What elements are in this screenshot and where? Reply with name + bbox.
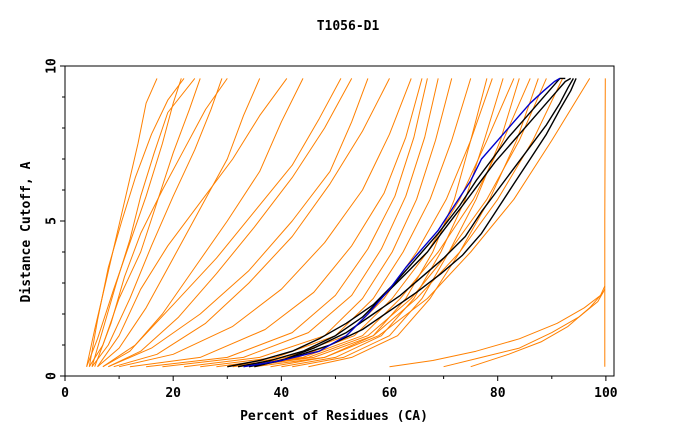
plot-lines — [86, 77, 606, 368]
series-line-orange-7 — [113, 78, 390, 368]
axes: 0 20 40 60 80 100 0 5 10 — [45, 58, 618, 401]
series-line-orange-0 — [86, 78, 158, 367]
series-line-black-34 — [227, 77, 566, 368]
series-line-orange-9 — [129, 78, 423, 368]
y-tick-label-10: 10 — [45, 58, 60, 74]
x-tick-label-60: 60 — [382, 386, 398, 401]
x-axis-label: Percent of Residues (CA) — [240, 409, 428, 424]
x-tick-label-80: 80 — [490, 386, 506, 401]
y-axis-label: Distance Cutoff, A — [19, 161, 34, 302]
series-line-orange-21 — [91, 78, 196, 367]
x-tick-label-20: 20 — [165, 386, 181, 401]
series-line-orange-29 — [308, 78, 539, 368]
series-line-orange-2 — [88, 78, 201, 367]
series-line-orange-27 — [281, 78, 504, 368]
chart-title: T1056-D1 — [317, 19, 380, 34]
series-line-orange-1 — [86, 78, 182, 367]
series-line-orange-32 — [470, 291, 604, 368]
series-line-orange-4 — [97, 78, 261, 368]
series-line-orange-25 — [108, 78, 369, 368]
series-line-orange-33 — [604, 78, 606, 367]
y-tick-label-0: 0 — [45, 372, 60, 380]
series-line-orange-23 — [97, 78, 288, 367]
series-line-orange-28 — [292, 78, 520, 368]
series-line-orange-11 — [162, 78, 439, 368]
x-tick-label-0: 0 — [61, 386, 69, 401]
series-line-orange-8 — [118, 78, 412, 368]
series-line-orange-24 — [102, 78, 342, 368]
series-line-black-36 — [248, 78, 575, 368]
series-line-orange-19 — [254, 78, 591, 368]
x-tick-label-40: 40 — [274, 386, 290, 401]
y-tick-label-5: 5 — [45, 217, 60, 225]
series-line-orange-13 — [200, 78, 472, 368]
series-line-orange-6 — [108, 78, 353, 368]
series-line-orange-17 — [238, 78, 547, 368]
series-line-orange-12 — [183, 78, 453, 368]
series-line-orange-26 — [270, 78, 488, 368]
series-line-orange-3 — [91, 78, 223, 368]
series-line-black-37 — [254, 78, 577, 368]
series-line-orange-30 — [389, 285, 606, 368]
series-line-blue-38 — [243, 77, 561, 368]
series-line-orange-22 — [94, 78, 228, 367]
series-line-orange-20 — [88, 78, 185, 367]
x-tick-label-100: 100 — [594, 386, 618, 401]
series-line-orange-10 — [146, 78, 428, 368]
series-line-orange-31 — [443, 288, 606, 368]
series-line-black-35 — [237, 77, 572, 368]
